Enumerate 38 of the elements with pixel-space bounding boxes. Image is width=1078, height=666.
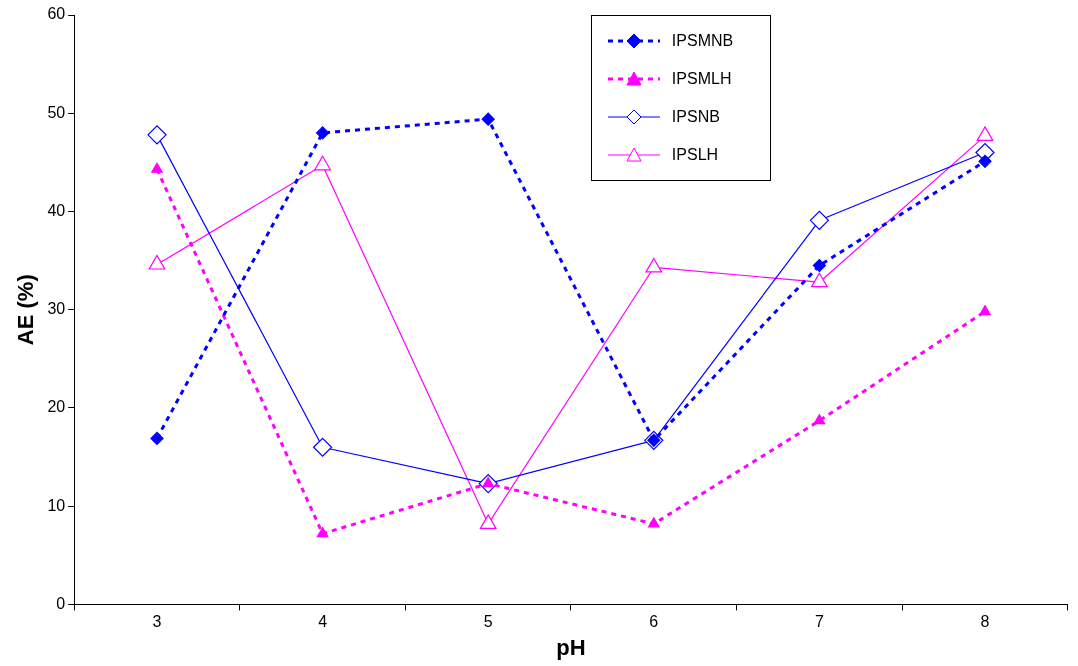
legend-label: IPSMNB: [671, 32, 734, 50]
y-tick-label: 20: [47, 398, 66, 416]
y-tick-label: 10: [47, 496, 66, 514]
y-axis-title: AE (%): [13, 274, 39, 346]
x-tick-label: 6: [649, 613, 659, 631]
point: [481, 112, 495, 126]
point: [316, 126, 330, 140]
x-tick-label: 7: [814, 613, 824, 631]
y-tick-label: 50: [47, 103, 66, 121]
point: [812, 258, 826, 273]
point: [148, 254, 166, 270]
point: [313, 437, 333, 457]
x-tick-label: 5: [483, 613, 493, 631]
point: [479, 514, 497, 529]
point: [147, 125, 167, 145]
point: [648, 517, 660, 528]
point: [645, 257, 663, 273]
point: [150, 431, 164, 445]
y-tick-label: 40: [47, 201, 66, 219]
point: [809, 210, 829, 230]
y-tick-label: 30: [47, 300, 66, 318]
x-tick-label: 8: [980, 613, 990, 631]
legend-label: IPSMLH: [671, 70, 732, 88]
y-tick-label: 60: [47, 5, 66, 23]
legend-label: IPSNB: [671, 108, 720, 126]
point: [978, 154, 992, 168]
legend-label: IPSLH: [671, 146, 719, 164]
y-tick-label: 0: [56, 594, 66, 612]
point: [813, 414, 826, 425]
point: [316, 527, 329, 538]
point: [979, 305, 991, 316]
point: [976, 126, 994, 141]
x-axis-title: pH: [556, 634, 586, 660]
x-tick-label: 4: [318, 613, 328, 631]
point: [314, 155, 331, 171]
x-tick-label: 3: [152, 613, 162, 631]
point: [811, 272, 828, 288]
point: [151, 162, 163, 173]
